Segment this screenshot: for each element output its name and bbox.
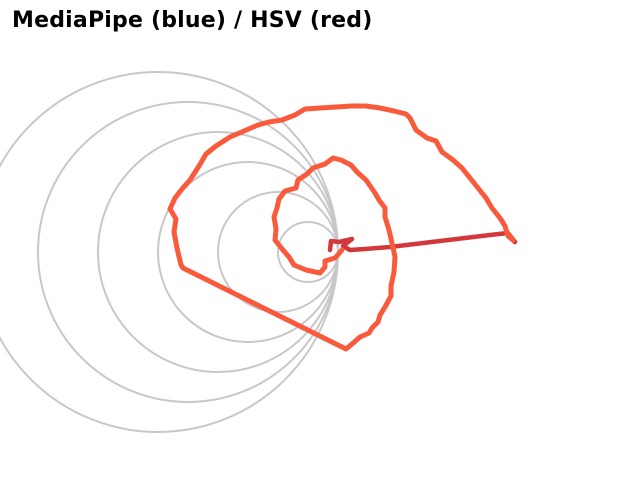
hsv-trace — [167, 103, 516, 352]
hsv-trace-tail — [327, 230, 518, 253]
page-title: MediaPipe (blue) / HSV (red) — [12, 8, 373, 33]
guide-spiral — [0, 71, 339, 433]
